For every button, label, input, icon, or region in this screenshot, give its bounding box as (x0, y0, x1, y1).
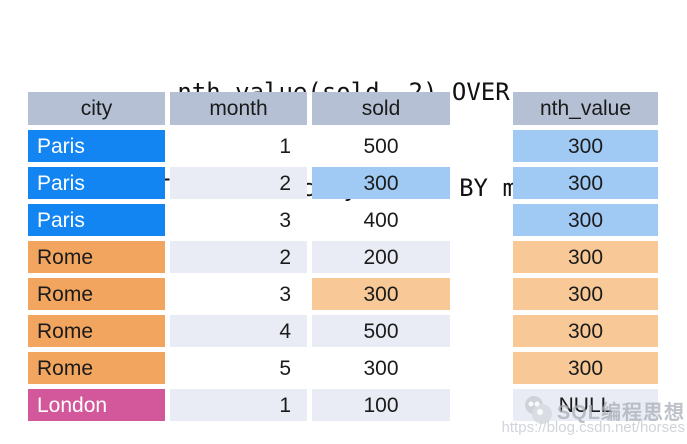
nth-value-cell: NULL (513, 389, 658, 421)
sold-cell: 200 (312, 241, 450, 273)
city-cell: Rome (28, 315, 165, 347)
city-cell: Paris (28, 204, 165, 236)
month-cell: 4 (170, 315, 307, 347)
nth-value-cell: 300 (513, 130, 658, 162)
nth-value-cell: 300 (513, 167, 658, 199)
month-cell: 3 (170, 278, 307, 310)
sold-cell: 400 (312, 204, 450, 236)
city-cell: Rome (28, 278, 165, 310)
nth-value-cell: 300 (513, 315, 658, 347)
source-table: city month sold Paris 1 500 Paris 2 300 Paris 3 400… (28, 92, 450, 421)
column-header-nth-value: nth_value (513, 92, 658, 125)
month-cell: 2 (170, 241, 307, 273)
nth-value-cell: 300 (513, 204, 658, 236)
city-cell: Paris (28, 167, 165, 199)
sold-cell: 500 (312, 130, 450, 162)
column-header-month: month (170, 92, 307, 125)
nth-value-cell: 300 (513, 278, 658, 310)
sold-cell: 100 (312, 389, 450, 421)
column-header-sold: sold (312, 92, 450, 125)
sold-cell: 300 (312, 167, 450, 199)
city-cell: Rome (28, 352, 165, 384)
city-cell: London (28, 389, 165, 421)
watermark-url: https://blog.csdn.net/horses (501, 419, 685, 436)
month-cell: 5 (170, 352, 307, 384)
nth-value-column-table: nth_value 300 300 300 300 300 300 300 NULL (513, 92, 658, 421)
month-cell: 1 (170, 130, 307, 162)
nth-value-cell: 300 (513, 352, 658, 384)
city-cell: Paris (28, 130, 165, 162)
nth-value-cell: 300 (513, 241, 658, 273)
month-cell: 3 (170, 204, 307, 236)
month-cell: 1 (170, 389, 307, 421)
city-cell: Rome (28, 241, 165, 273)
month-cell: 2 (170, 167, 307, 199)
sold-cell: 300 (312, 352, 450, 384)
column-header-city: city (28, 92, 165, 125)
sold-cell: 300 (312, 278, 450, 310)
sold-cell: 500 (312, 315, 450, 347)
